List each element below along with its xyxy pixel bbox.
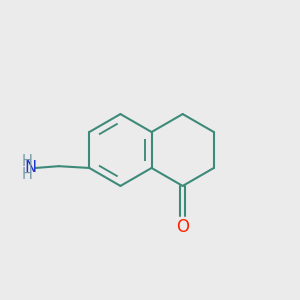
Text: H: H (21, 154, 32, 169)
Text: H: H (21, 167, 32, 182)
Text: N: N (25, 160, 37, 175)
Text: O: O (176, 218, 189, 236)
